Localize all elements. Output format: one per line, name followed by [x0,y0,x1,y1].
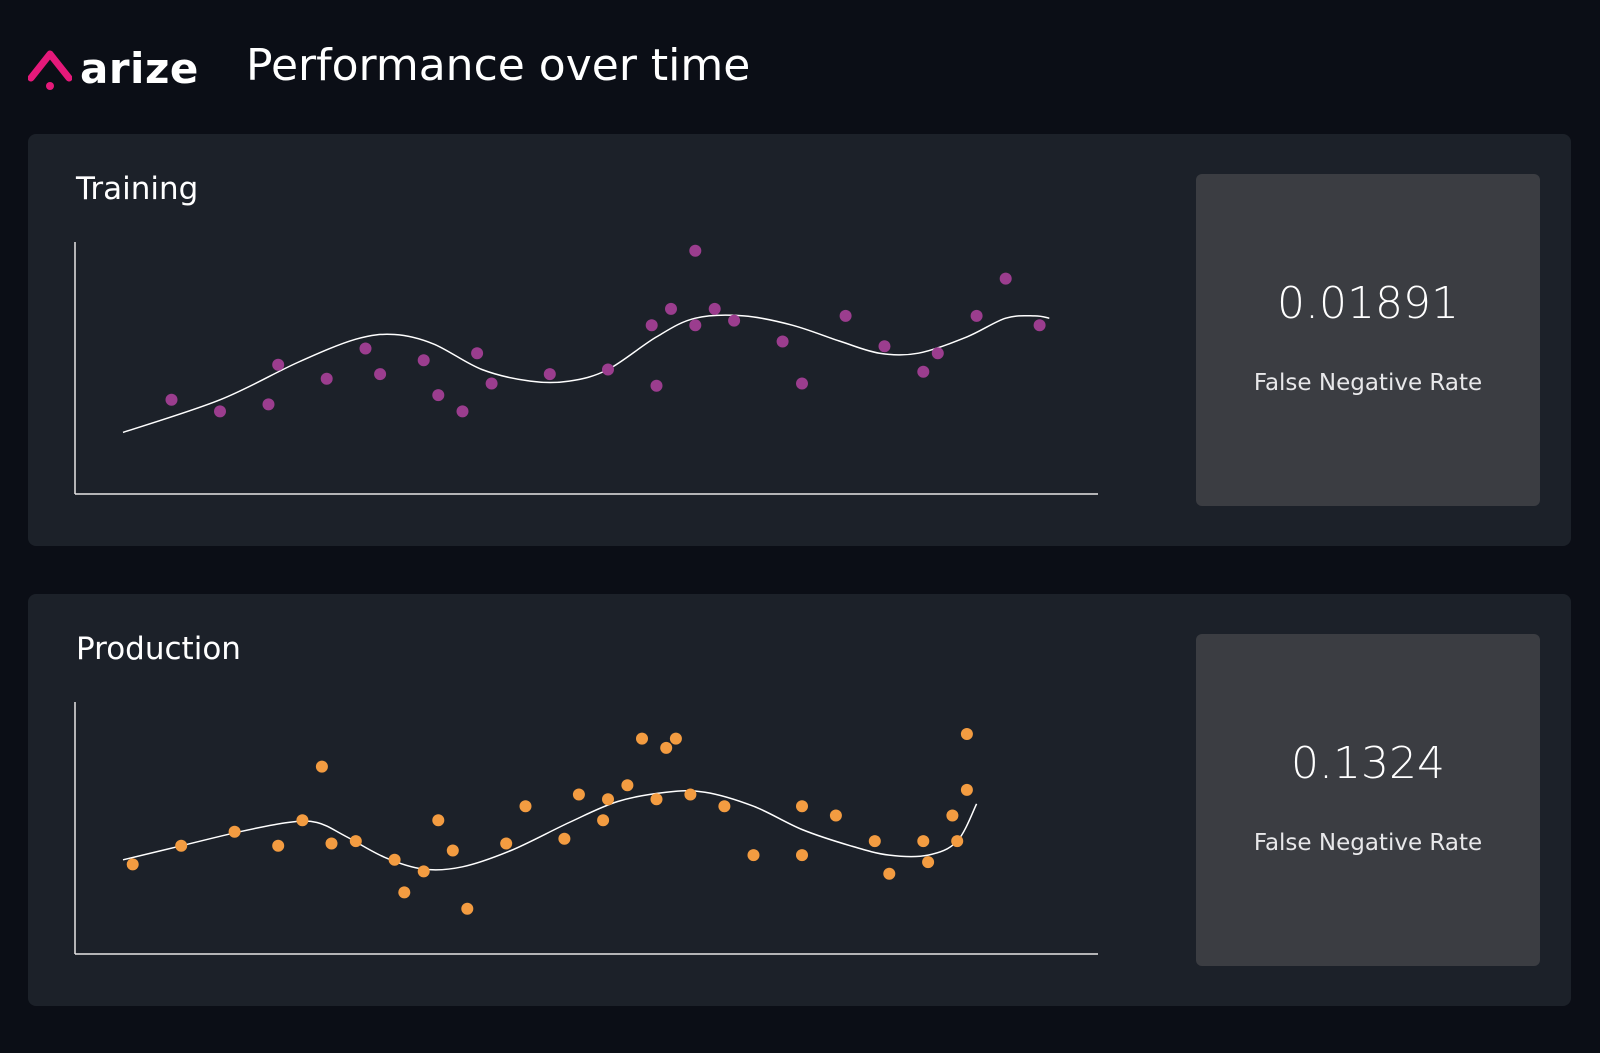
data-point [718,800,731,813]
data-point [931,347,944,360]
data-point [228,825,241,838]
data-point [359,342,372,355]
arize-logo-icon [28,50,72,90]
data-point [878,340,891,353]
data-point [708,302,721,315]
data-point [645,319,658,332]
data-point [471,347,484,360]
data-point [796,800,808,813]
data-point [214,405,226,418]
metric-label-production: False Negative Rate [1253,830,1483,856]
header: arize Performance over time [0,0,1600,130]
data-point [689,319,702,332]
page-title: Performance over time [246,40,751,91]
data-point [432,389,445,402]
production-panel: Production 0.1324 False Negative Rate [28,594,1571,1006]
trend-line [122,790,978,871]
data-point [262,398,275,411]
data-point [946,809,959,822]
data-point [1033,319,1046,332]
data-point [432,814,445,827]
data-point [296,814,309,827]
data-point [417,865,430,878]
data-point [272,358,285,371]
metric-label-training: False Negative Rate [1253,370,1483,396]
metric-value-production: 0.1324 [1291,738,1445,789]
data-point [456,405,469,418]
data-point [572,788,585,801]
data-point [650,379,663,392]
data-point [349,835,362,848]
data-point [126,858,139,871]
data-point [398,886,411,899]
data-point [636,732,648,745]
data-point [728,314,741,327]
data-point [320,372,333,385]
data-point [602,363,614,376]
data-point [315,760,328,773]
data-point [747,849,760,862]
training-panel: Training 0.01891 False Negative Rate [28,134,1571,546]
panel-title-training: Training [76,171,199,207]
data-point [650,793,663,806]
data-point [388,853,401,866]
data-point [597,814,610,827]
data-point [776,335,789,348]
data-point [999,272,1012,285]
data-point [829,809,842,822]
data-point [917,365,930,378]
data-point [446,844,459,857]
data-point [543,368,556,381]
data-point [951,835,964,848]
data-point [417,354,430,367]
data-point [165,393,178,406]
data-point [883,867,896,880]
training-metric-card: 0.01891 False Negative Rate [1196,174,1540,506]
data-point [689,244,702,257]
data-point [621,779,634,792]
data-point [175,839,188,852]
data-point [665,302,677,315]
data-point [669,732,682,745]
arize-logo[interactable]: arize [28,44,199,94]
trend-line [122,314,1050,434]
data-point [839,309,852,322]
panel-title-production: Production [76,631,241,667]
data-point [796,849,808,862]
metric-value-training: 0.01891 [1277,278,1459,329]
data-point [960,728,973,740]
data-point [660,741,673,754]
brand-name: arize [80,44,199,93]
data-point [960,783,973,796]
data-point [558,832,571,845]
data-point [519,800,532,813]
data-point [917,835,930,848]
training-chart [74,242,1098,495]
data-point [325,837,338,850]
data-point [922,856,935,869]
data-point [374,368,387,381]
data-point [272,839,285,852]
data-point [970,309,983,322]
data-point [461,902,474,915]
production-metric-card: 0.1324 False Negative Rate [1196,634,1540,966]
data-point [796,377,808,390]
data-point [485,377,498,390]
data-point [684,788,697,801]
data-point [500,837,513,850]
data-point [602,793,614,806]
production-chart [74,702,1098,955]
data-point [868,835,881,848]
